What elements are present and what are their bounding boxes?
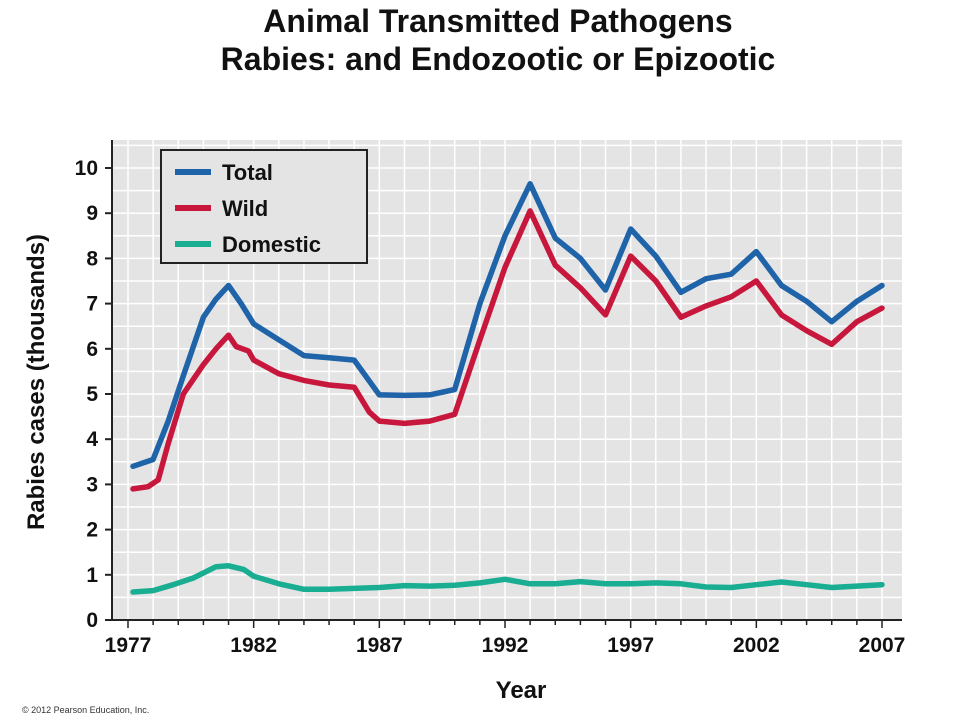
legend-label-total: Total [222,160,273,185]
y-tick-label: 0 [86,609,98,632]
x-tick-label: 2007 [859,634,906,657]
x-tick-label: 1977 [105,634,152,657]
y-tick-label: 2 [86,519,98,542]
series-line-domestic [130,563,885,595]
x-tick-label: 1982 [230,634,277,657]
y-tick-label: 10 [75,157,98,180]
axes [105,140,902,628]
series-line-wild [130,208,885,492]
y-tick-label: 6 [86,338,98,361]
x-tick-label: 2002 [733,634,780,657]
x-tick-label: 1992 [482,634,529,657]
y-tick-label: 3 [86,473,98,496]
legend-label-wild: Wild [222,196,268,221]
y-tick-label: 4 [86,428,98,451]
title-line-2: Rabies: and Endozootic or Epizootic [220,41,776,77]
series-line-total [130,181,885,470]
legend-label-domestic: Domestic [222,232,321,257]
x-tick-label: 1987 [356,634,403,657]
y-tick-label: 8 [86,247,98,270]
y-tick-label: 1 [86,564,98,587]
series-lines [130,181,885,595]
y-tick-label: 7 [86,293,98,316]
chart-title: Animal Transmitted Pathogens Rabies: and… [0,2,960,78]
y-tick-label: 9 [86,202,98,225]
legend: Total Wild Domestic [160,149,368,264]
copyright-notice: © 2012 Pearson Education, Inc. [22,705,149,715]
title-line-1: Animal Transmitted Pathogens [263,3,733,39]
x-axis-label: Year [496,677,547,704]
y-axis-label: Rabies cases (thousands) [23,234,50,530]
x-tick-label: 1997 [607,634,654,657]
tick-labels: 0 1 2 3 4 5 6 7 8 9 10 1977 1982 1987 1992 1997 2002 2007 [75,157,906,657]
y-tick-label: 5 [86,383,98,406]
